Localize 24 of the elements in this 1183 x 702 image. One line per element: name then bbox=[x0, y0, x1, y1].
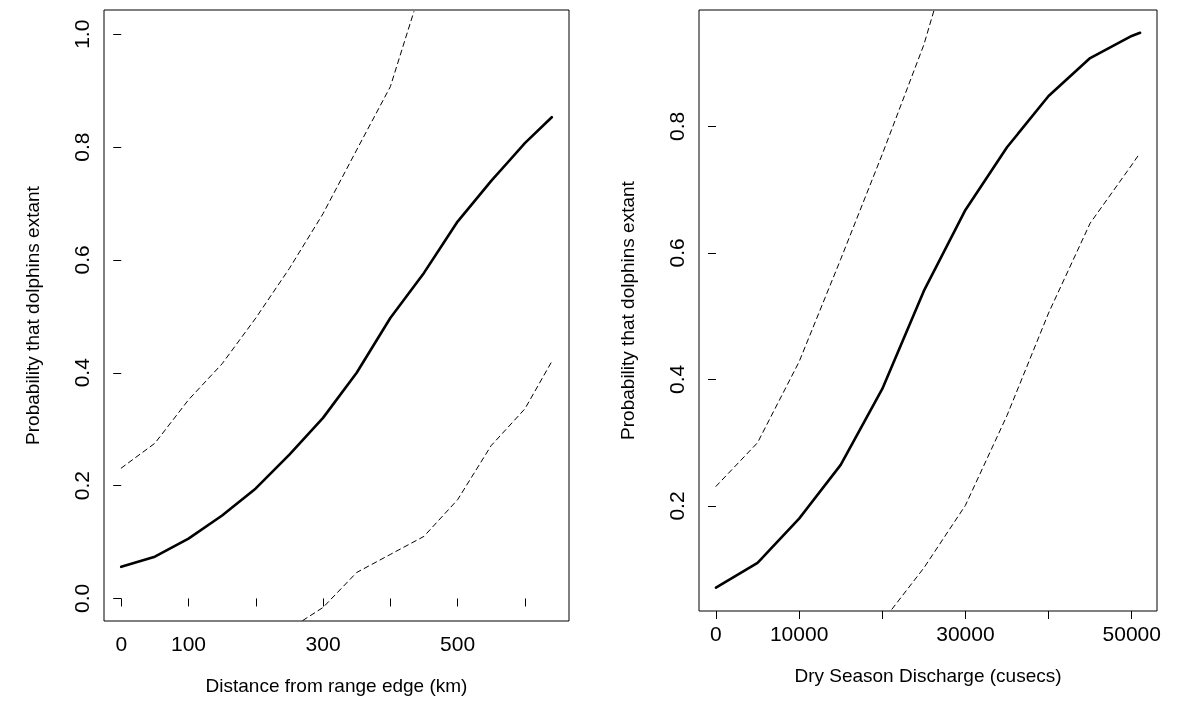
y-tick-label: 0.8 bbox=[665, 111, 688, 142]
x-tick-label: 500 bbox=[440, 632, 476, 655]
y-tick-label: 0.8 bbox=[70, 132, 93, 162]
y-axis-title: Probability that dolphins extant bbox=[617, 180, 638, 440]
y-tick-label: 0.4 bbox=[70, 357, 93, 388]
x-tick-label: 30000 bbox=[936, 622, 995, 645]
y-tick-label: 0.4 bbox=[665, 364, 688, 395]
x-tick-label: 10000 bbox=[769, 622, 829, 645]
line-series bbox=[119, 115, 554, 569]
y-tick-label: 0.2 bbox=[70, 471, 93, 501]
x-tick-label: 100 bbox=[170, 632, 207, 655]
x-tick-label: 300 bbox=[305, 632, 341, 655]
x-tick-label: 0 bbox=[115, 632, 128, 655]
line-series bbox=[714, 31, 1142, 589]
y-tick-label: 0.0 bbox=[70, 583, 93, 614]
y-tick-label: 0.6 bbox=[665, 238, 688, 268]
x-axis-title: Dry Season Discharge (cusecs) bbox=[794, 665, 1062, 686]
y-tick-label: 0.2 bbox=[665, 491, 688, 521]
y-axis-title: Probability that dolphins extant bbox=[22, 185, 43, 445]
x-tick-label: 0 bbox=[710, 622, 722, 645]
x-tick-label: 50000 bbox=[1102, 622, 1161, 645]
y-tick-label: 1.0 bbox=[70, 19, 93, 49]
y-tick-label: 0.6 bbox=[70, 245, 93, 275]
x-axis-title: Distance from range edge (km) bbox=[205, 675, 468, 696]
